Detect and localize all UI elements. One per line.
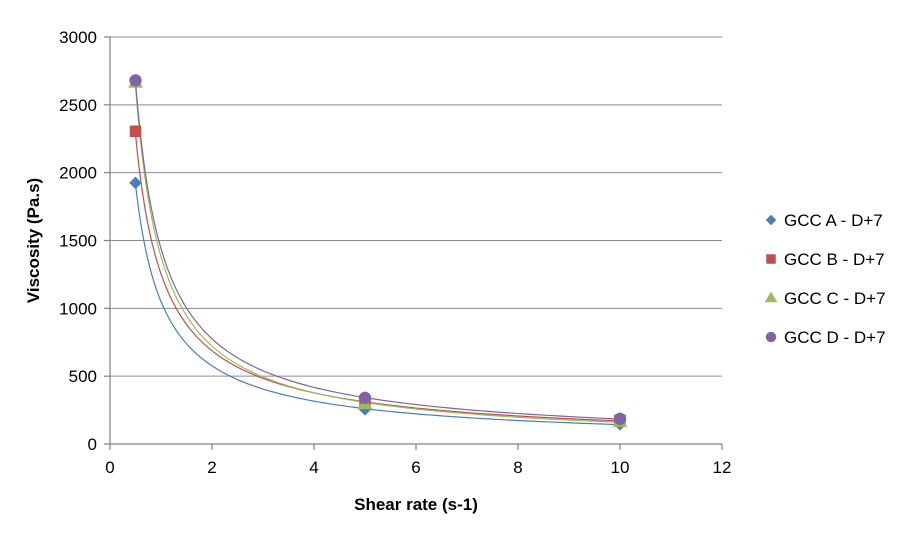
y-tick-label-5: 2500 — [59, 96, 97, 115]
legend-marker-2 — [764, 291, 778, 303]
legend-item-3: GCC D - D+7 — [765, 328, 886, 347]
legend-item-0: GCC A - D+7 — [765, 211, 883, 230]
x-tick-label-1: 2 — [207, 458, 216, 477]
x-tick-label-4: 8 — [513, 458, 522, 477]
y-tick-label-4: 2000 — [59, 164, 97, 183]
data-point-series-3-2 — [613, 412, 627, 426]
legend-marker-3 — [765, 331, 777, 343]
trendlines — [134, 80, 621, 426]
x-tick-label-6: 12 — [713, 458, 732, 477]
legend-label-2: GCC C - D+7 — [784, 289, 886, 308]
x-tick-label-0: 0 — [105, 458, 114, 477]
legend: GCC A - D+7 GCC B - D+7 GCC C - D+7 GCC D -… — [764, 211, 886, 347]
y-axis-title: Viscosity (Pa.s) — [24, 178, 43, 303]
gridlines — [110, 36, 722, 377]
x-axis-title: Shear rate (s-1) — [354, 495, 478, 514]
y-tick-label-3: 1500 — [59, 232, 97, 251]
legend-item-2: GCC C - D+7 — [764, 289, 886, 308]
trendline-series-1 — [134, 133, 621, 422]
x-tick-label-5: 10 — [611, 458, 630, 477]
y-tick-label-1: 500 — [69, 367, 97, 386]
y-tick-label-0: 0 — [88, 435, 97, 454]
y-tick-label-6: 3000 — [59, 28, 97, 47]
data-points — [128, 74, 628, 431]
data-point-series-3-0 — [129, 74, 142, 87]
legend-label-1: GCC B - D+7 — [784, 250, 885, 269]
y-tick-label-2: 1000 — [59, 299, 97, 318]
legend-item-1: GCC B - D+7 — [766, 250, 885, 269]
axes — [104, 36, 723, 450]
data-point-series-0-0 — [129, 176, 142, 190]
data-point-series-3-1 — [358, 391, 372, 405]
legend-label-0: GCC A - D+7 — [784, 211, 883, 230]
tick-labels: 0 2 4 6 8 10 12 0 500 1000 1500 2000 2500 3000 — [59, 28, 731, 477]
legend-marker-0 — [765, 214, 777, 226]
trendline-series-2 — [134, 85, 621, 423]
trendline-series-3 — [134, 80, 621, 420]
x-tick-label-3: 6 — [411, 458, 420, 477]
legend-label-3: GCC D - D+7 — [784, 328, 886, 347]
trendline-series-0 — [134, 184, 621, 426]
data-point-series-1-0 — [129, 125, 142, 138]
legend-marker-1 — [766, 254, 776, 264]
x-tick-label-2: 4 — [309, 458, 318, 477]
